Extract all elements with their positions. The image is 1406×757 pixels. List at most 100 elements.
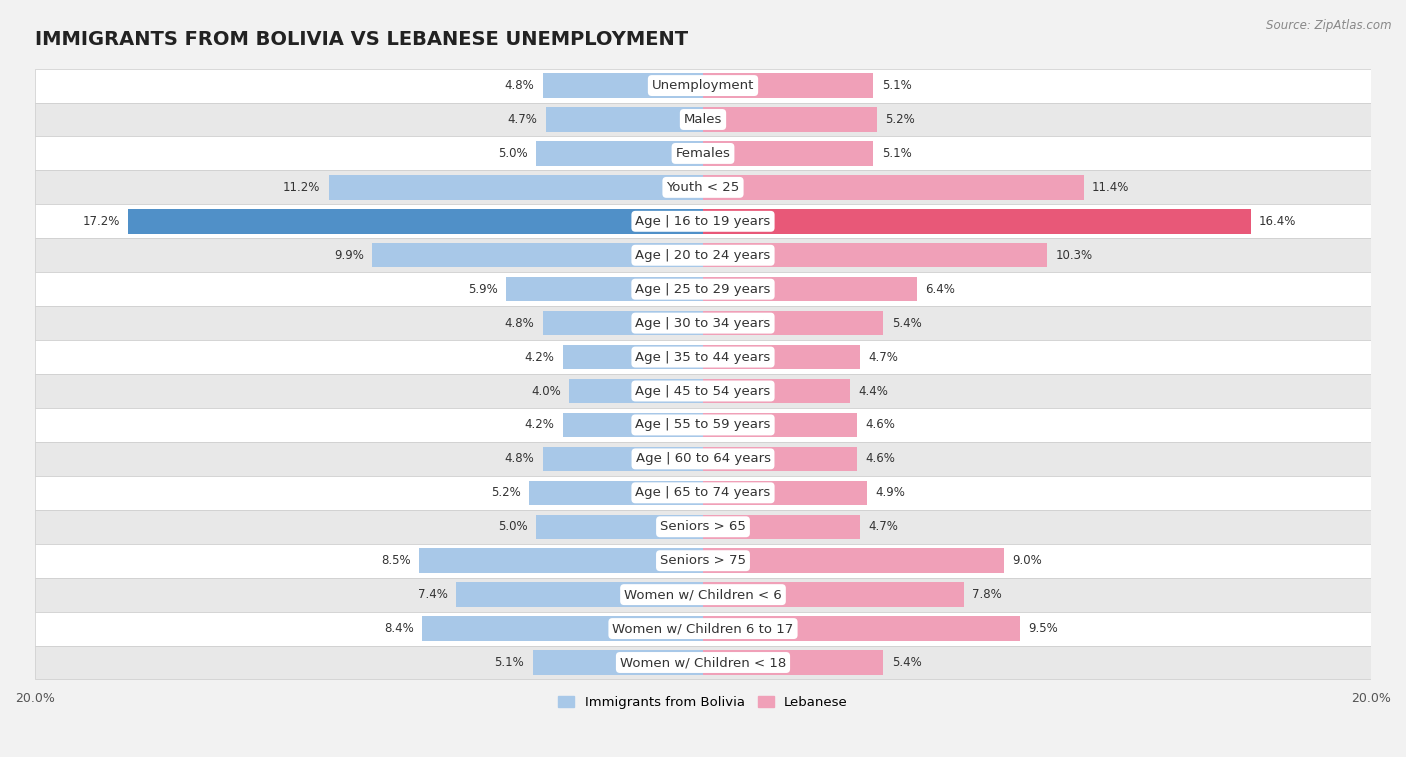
Bar xyxy=(543,447,703,471)
Bar xyxy=(543,73,703,98)
FancyBboxPatch shape xyxy=(35,476,1371,509)
FancyBboxPatch shape xyxy=(35,408,1371,442)
Text: 4.8%: 4.8% xyxy=(505,316,534,329)
Text: 9.0%: 9.0% xyxy=(1012,554,1042,567)
Bar xyxy=(703,515,860,539)
Bar xyxy=(529,481,703,505)
Bar xyxy=(536,142,703,166)
Text: 5.0%: 5.0% xyxy=(498,520,527,533)
Bar xyxy=(703,378,851,403)
Bar xyxy=(562,413,703,437)
FancyBboxPatch shape xyxy=(35,204,1371,238)
Bar xyxy=(703,107,877,132)
Text: IMMIGRANTS FROM BOLIVIA VS LEBANESE UNEMPLOYMENT: IMMIGRANTS FROM BOLIVIA VS LEBANESE UNEM… xyxy=(35,30,688,49)
Text: Age | 20 to 24 years: Age | 20 to 24 years xyxy=(636,249,770,262)
Text: 9.9%: 9.9% xyxy=(335,249,364,262)
Bar xyxy=(703,481,866,505)
Text: Women w/ Children < 6: Women w/ Children < 6 xyxy=(624,588,782,601)
Text: Females: Females xyxy=(675,147,731,160)
Bar xyxy=(703,142,873,166)
Bar xyxy=(703,549,1004,573)
Text: Age | 65 to 74 years: Age | 65 to 74 years xyxy=(636,486,770,500)
Text: Seniors > 75: Seniors > 75 xyxy=(659,554,747,567)
FancyBboxPatch shape xyxy=(35,102,1371,136)
Bar xyxy=(703,73,873,98)
FancyBboxPatch shape xyxy=(35,170,1371,204)
FancyBboxPatch shape xyxy=(35,578,1371,612)
Text: 9.5%: 9.5% xyxy=(1029,622,1059,635)
Bar xyxy=(703,650,883,674)
FancyBboxPatch shape xyxy=(35,238,1371,273)
Text: 16.4%: 16.4% xyxy=(1260,215,1296,228)
Text: Age | 60 to 64 years: Age | 60 to 64 years xyxy=(636,453,770,466)
Text: 5.9%: 5.9% xyxy=(468,282,498,296)
Text: 5.4%: 5.4% xyxy=(891,316,921,329)
Text: 11.2%: 11.2% xyxy=(283,181,321,194)
Bar xyxy=(703,311,883,335)
Bar xyxy=(456,582,703,607)
Bar xyxy=(373,243,703,267)
Bar xyxy=(703,447,856,471)
Text: Women w/ Children < 18: Women w/ Children < 18 xyxy=(620,656,786,669)
FancyBboxPatch shape xyxy=(35,136,1371,170)
FancyBboxPatch shape xyxy=(35,442,1371,476)
Text: Women w/ Children 6 to 17: Women w/ Children 6 to 17 xyxy=(613,622,793,635)
Text: 5.1%: 5.1% xyxy=(495,656,524,669)
Bar xyxy=(703,582,963,607)
Text: 4.7%: 4.7% xyxy=(508,113,537,126)
Bar xyxy=(536,515,703,539)
Bar xyxy=(506,277,703,301)
Text: 10.3%: 10.3% xyxy=(1056,249,1092,262)
Text: Age | 45 to 54 years: Age | 45 to 54 years xyxy=(636,385,770,397)
Bar xyxy=(703,175,1084,200)
Text: 4.8%: 4.8% xyxy=(505,453,534,466)
Bar xyxy=(569,378,703,403)
Text: 11.4%: 11.4% xyxy=(1092,181,1129,194)
Text: Youth < 25: Youth < 25 xyxy=(666,181,740,194)
Text: Source: ZipAtlas.com: Source: ZipAtlas.com xyxy=(1267,19,1392,32)
Text: Age | 35 to 44 years: Age | 35 to 44 years xyxy=(636,350,770,363)
Text: 5.2%: 5.2% xyxy=(884,113,915,126)
Bar xyxy=(703,345,860,369)
FancyBboxPatch shape xyxy=(35,374,1371,408)
Bar xyxy=(703,243,1047,267)
Text: 4.7%: 4.7% xyxy=(869,350,898,363)
Text: Age | 55 to 59 years: Age | 55 to 59 years xyxy=(636,419,770,431)
Bar xyxy=(703,277,917,301)
Legend: Immigrants from Bolivia, Lebanese: Immigrants from Bolivia, Lebanese xyxy=(553,690,853,714)
Text: 4.8%: 4.8% xyxy=(505,79,534,92)
Bar xyxy=(703,616,1021,640)
Bar xyxy=(703,413,856,437)
Text: Seniors > 65: Seniors > 65 xyxy=(659,520,747,533)
Text: 4.6%: 4.6% xyxy=(865,419,894,431)
Text: 6.4%: 6.4% xyxy=(925,282,955,296)
FancyBboxPatch shape xyxy=(35,544,1371,578)
Text: 8.5%: 8.5% xyxy=(381,554,411,567)
FancyBboxPatch shape xyxy=(35,69,1371,102)
Bar xyxy=(422,616,703,640)
Text: 4.2%: 4.2% xyxy=(524,350,554,363)
Bar xyxy=(546,107,703,132)
Bar xyxy=(419,549,703,573)
FancyBboxPatch shape xyxy=(35,509,1371,544)
Text: Age | 25 to 29 years: Age | 25 to 29 years xyxy=(636,282,770,296)
FancyBboxPatch shape xyxy=(35,306,1371,340)
Text: Age | 16 to 19 years: Age | 16 to 19 years xyxy=(636,215,770,228)
Text: 4.2%: 4.2% xyxy=(524,419,554,431)
Bar xyxy=(128,209,703,233)
Text: 4.9%: 4.9% xyxy=(875,486,905,500)
Text: 5.4%: 5.4% xyxy=(891,656,921,669)
Text: 7.8%: 7.8% xyxy=(972,588,1001,601)
Bar xyxy=(703,209,1251,233)
Text: Unemployment: Unemployment xyxy=(652,79,754,92)
Text: 8.4%: 8.4% xyxy=(384,622,413,635)
Text: 5.1%: 5.1% xyxy=(882,79,911,92)
Text: 4.0%: 4.0% xyxy=(531,385,561,397)
Text: 4.6%: 4.6% xyxy=(865,453,894,466)
FancyBboxPatch shape xyxy=(35,340,1371,374)
FancyBboxPatch shape xyxy=(35,273,1371,306)
Text: 5.2%: 5.2% xyxy=(491,486,522,500)
Bar xyxy=(329,175,703,200)
Bar xyxy=(562,345,703,369)
FancyBboxPatch shape xyxy=(35,646,1371,680)
